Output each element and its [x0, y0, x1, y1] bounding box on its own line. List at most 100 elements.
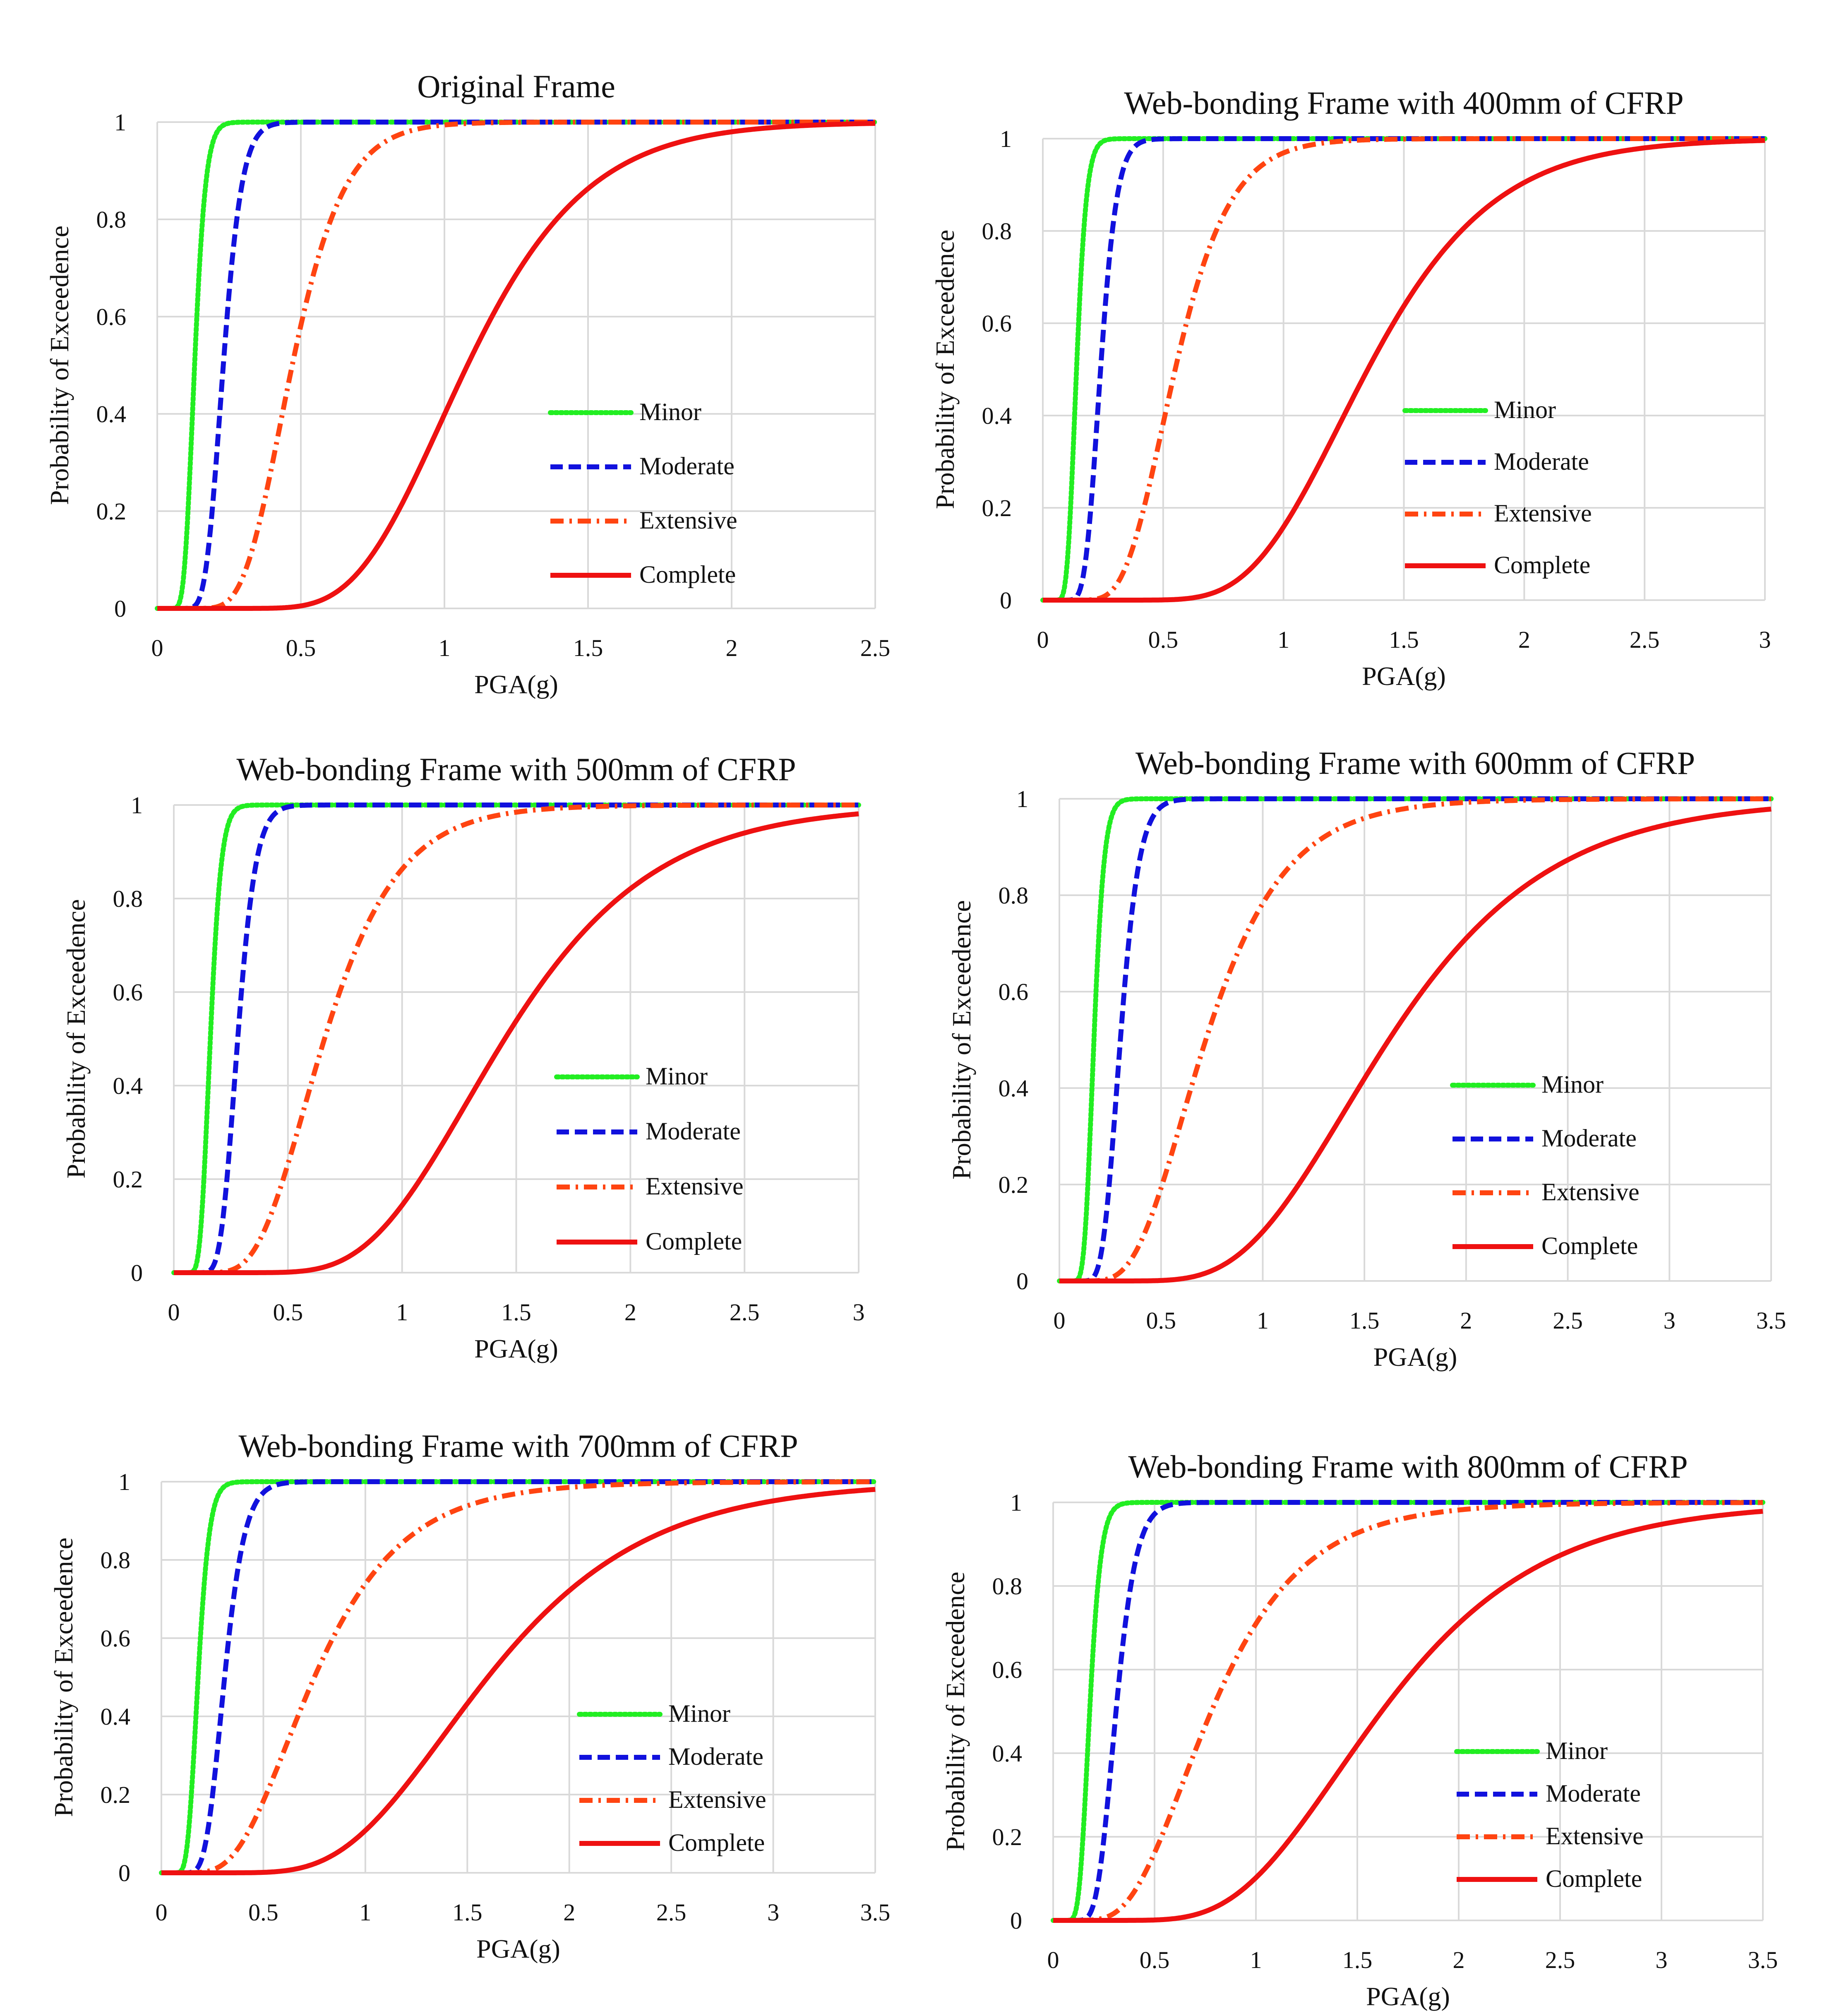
y-tick-label: 0 — [1000, 587, 1012, 614]
x-tick-label: 1 — [1277, 626, 1289, 653]
chart-title: Web-bonding Frame with 800mm of CFRP — [1128, 1449, 1688, 1485]
legend-label-moderate: Moderate — [1546, 1780, 1641, 1807]
y-axis-title: Probability of Exceedence — [947, 900, 976, 1180]
x-tick-label: 0 — [1054, 1307, 1066, 1334]
legend-label-moderate: Moderate — [1494, 448, 1589, 475]
legend-label-extensive: Extensive — [646, 1173, 744, 1200]
series-line-extensive — [174, 803, 859, 1275]
x-tick-label: 1 — [1257, 1307, 1269, 1334]
series-line-complete — [161, 1487, 876, 1875]
y-axis-title: Probability of Exceedence — [49, 1538, 78, 1817]
y-tick-label: 0.4 — [999, 1075, 1029, 1102]
legend-label-extensive: Extensive — [1546, 1822, 1644, 1850]
x-tick-label: 2.5 — [1545, 1946, 1575, 1973]
series-line-moderate — [1059, 796, 1771, 1283]
x-tick-label: 1 — [359, 1899, 371, 1926]
x-tick-label: 2 — [726, 634, 738, 661]
chart-panel-3: Web-bonding Frame with 500mm of CFRP 0 0.5… — [61, 751, 865, 1363]
chart-title: Web-bonding Frame with 400mm of CFRP — [1124, 85, 1683, 121]
y-tick-label: 0.2 — [101, 1781, 131, 1808]
x-tick-label: 3.5 — [1748, 1946, 1778, 1973]
y-axis-title: Probability of Exceedence — [45, 226, 74, 505]
y-tick-label: 0.6 — [101, 1625, 131, 1652]
x-tick-label: 0.5 — [286, 634, 316, 661]
y-tick-label: 0.8 — [992, 1573, 1023, 1600]
x-tick-label: 0.5 — [248, 1899, 278, 1926]
x-tick-label: 0 — [168, 1299, 180, 1326]
series-line-minor — [155, 120, 878, 611]
x-tick-label: 2 — [624, 1299, 636, 1326]
y-tick-label: 0.2 — [999, 1171, 1029, 1198]
x-tick-label: 3 — [853, 1299, 865, 1326]
legend: Minor Moderate Extensive Complete — [554, 1062, 744, 1255]
chart-title: Web-bonding Frame with 500mm of CFRP — [236, 751, 796, 787]
y-tick-label: 0 — [1010, 1907, 1022, 1934]
y-tick-label: 0.8 — [96, 206, 127, 233]
chart-panel-6: Web-bonding Frame with 800mm of CFRP 0 0.5… — [941, 1449, 1778, 2011]
legend-label-complete: Complete — [668, 1829, 765, 1856]
x-axis-title: PGA(g) — [474, 670, 558, 699]
chart-panel-5: Web-bonding Frame with 700mm of CFRP 0 0.5… — [49, 1428, 890, 1963]
x-tick-label: 2.5 — [730, 1299, 760, 1326]
x-tick-label: 3 — [767, 1899, 779, 1926]
y-tick-label: 0.6 — [113, 979, 143, 1006]
x-tick-label: 3.5 — [860, 1899, 891, 1926]
legend-label-minor: Minor — [646, 1062, 708, 1090]
x-tick-label: 3 — [1759, 626, 1771, 653]
x-tick-label: 2 — [1453, 1946, 1465, 1973]
x-tick-label: 1.5 — [1389, 626, 1419, 653]
x-axis-title: PGA(g) — [474, 1334, 558, 1363]
chart-panel-1: Original Frame 0 0.5 1 1.5 2 2.5 0 0.2 0.4 0.6 0.8 1… — [45, 68, 890, 699]
legend-label-moderate: Moderate — [668, 1743, 763, 1770]
y-tick-label: 1 — [1010, 1489, 1022, 1516]
legend-label-minor: Minor — [639, 398, 701, 425]
legend-label-minor: Minor — [1541, 1071, 1604, 1098]
x-tick-label: 1.5 — [1349, 1307, 1380, 1334]
legend-label-complete: Complete — [1546, 1865, 1642, 1892]
legend-label-minor: Minor — [1546, 1737, 1608, 1764]
x-axis-title: PGA(g) — [1373, 1342, 1457, 1372]
y-tick-label: 1 — [118, 1468, 130, 1495]
x-tick-label: 1.5 — [573, 634, 603, 661]
y-axis-title: Probability of Exceedence — [941, 1571, 970, 1851]
x-tick-label: 2 — [563, 1899, 575, 1926]
series-line-extensive — [1043, 136, 1765, 603]
legend: Minor Moderate Extensive Complete — [1402, 396, 1592, 579]
x-tick-label: 0.5 — [1140, 1946, 1170, 1973]
x-tick-label: 2.5 — [656, 1899, 687, 1926]
legend-label-complete: Complete — [639, 561, 736, 588]
x-tick-label: 3 — [1656, 1946, 1668, 1973]
series-line-minor — [1051, 1500, 1765, 1923]
y-tick-label: 0.2 — [982, 495, 1012, 521]
legend-label-minor: Minor — [1494, 396, 1556, 423]
y-tick-label: 1 — [1016, 786, 1028, 812]
chart-title: Original Frame — [417, 68, 615, 104]
x-tick-label: 2 — [1518, 626, 1530, 653]
series-line-moderate — [1043, 136, 1765, 603]
x-tick-label: 0 — [151, 634, 163, 661]
y-tick-label: 0 — [118, 1860, 130, 1886]
y-axis-title: Probability of Exceedence — [61, 899, 91, 1178]
chart-panel-4: Web-bonding Frame with 600mm of CFRP 0 0.5… — [947, 745, 1786, 1372]
legend: Minor Moderate Extensive Complete — [1454, 1737, 1644, 1892]
x-tick-label: 1.5 — [452, 1899, 483, 1926]
series-line-moderate — [1053, 1500, 1763, 1923]
x-tick-label: 0 — [156, 1899, 168, 1926]
series-line-extensive — [157, 120, 875, 611]
legend-label-extensive: Extensive — [1541, 1178, 1640, 1206]
y-tick-label: 0.8 — [999, 882, 1029, 909]
y-tick-label: 0 — [131, 1259, 143, 1286]
y-tick-label: 0.6 — [982, 310, 1012, 337]
series-line-moderate — [161, 1479, 875, 1875]
y-tick-label: 0.6 — [96, 303, 127, 330]
x-tick-label: 3.5 — [1756, 1307, 1786, 1334]
y-tick-label: 1 — [1000, 125, 1012, 152]
legend: Minor Moderate Extensive Complete — [577, 1700, 766, 1856]
x-tick-label: 2.5 — [1630, 626, 1660, 653]
x-tick-label: 1 — [396, 1299, 408, 1326]
series-line-extensive — [161, 1479, 875, 1875]
series-line-extensive — [1053, 1500, 1763, 1923]
legend-label-moderate: Moderate — [646, 1117, 741, 1145]
y-tick-label: 1 — [114, 109, 126, 136]
x-tick-label: 2 — [1460, 1307, 1472, 1334]
